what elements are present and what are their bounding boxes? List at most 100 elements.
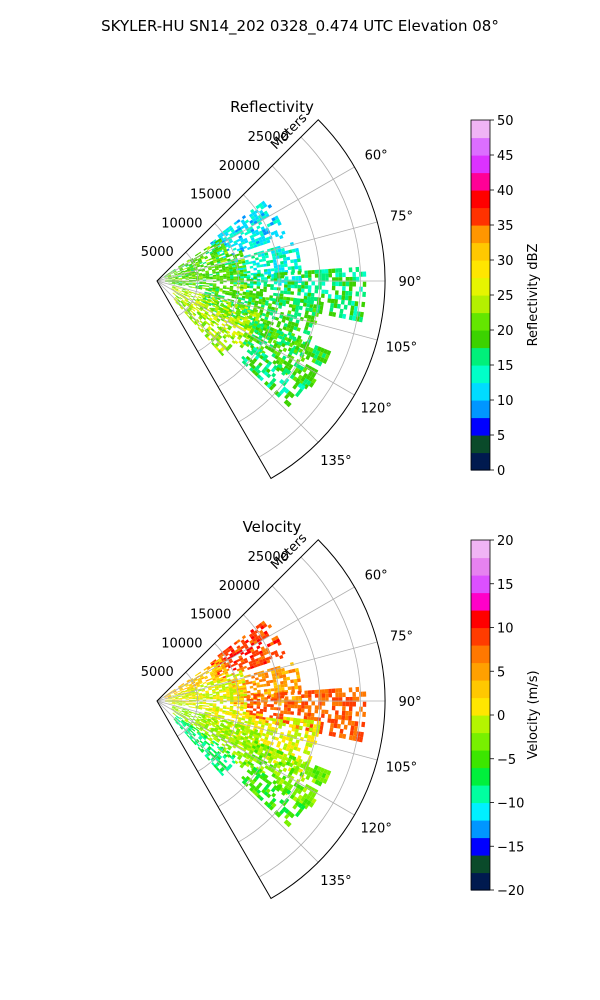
reflectivity-echo-cell-4 xyxy=(202,273,206,276)
reflectivity-echo-cell-8 xyxy=(283,399,290,405)
reflectivity-echo-cell-6 xyxy=(217,310,221,314)
velocity-echo-cell-4 xyxy=(212,704,217,707)
reflectivity-echo-cell-6 xyxy=(245,321,250,326)
reflectivity-echo-cell-2 xyxy=(271,253,276,257)
velocity-echo-cell-3 xyxy=(303,715,308,720)
reflectivity-echo-cell-3 xyxy=(300,288,305,293)
reflectivity-echo-cell-8 xyxy=(256,374,262,379)
reflectivity-echo-cell-1 xyxy=(193,258,198,261)
reflectivity-echo-cell-4 xyxy=(243,269,247,272)
reflectivity-echo-cell-4 xyxy=(181,275,186,277)
velocity-echo-cell-4 xyxy=(190,689,195,692)
reflectivity-echo-cell-8 xyxy=(248,362,254,368)
reflectivity-echo-cell-4 xyxy=(178,281,183,283)
velocity-echo-cell-3 xyxy=(273,707,278,711)
velocity-echo-cell-6 xyxy=(214,719,219,722)
velocity-echo-cell-9 xyxy=(220,762,225,767)
reflectivity-echo-cell-7 xyxy=(273,342,279,348)
reflectivity-echo-cell-9 xyxy=(197,326,202,331)
velocity-echo-cell-6 xyxy=(202,729,206,733)
velocity-echo-cell-5 xyxy=(283,716,287,721)
velocity-echo-cell-3 xyxy=(351,720,355,726)
velocity-echo-cell-7 xyxy=(253,749,259,754)
velocity-echo-cell-5 xyxy=(228,713,233,716)
velocity-echo-cell-7 xyxy=(252,758,258,763)
velocity-echo-cell-3 xyxy=(259,711,264,715)
velocity-echo-cell-8 xyxy=(271,797,277,803)
velocity-echo-cell-3 xyxy=(263,709,267,713)
velocity-echo-cell-5 xyxy=(304,745,309,751)
reflectivity-echo-cell-6 xyxy=(239,344,244,349)
reflectivity-echo-cell-7 xyxy=(242,341,247,346)
reflectivity-echo-cell-1 xyxy=(219,247,223,251)
velocity-echo-cell-1 xyxy=(202,681,207,685)
reflectivity-echo-cell-4 xyxy=(180,271,185,273)
velocity-echo-cell-5 xyxy=(241,715,246,719)
velocity-echo-cell-0 xyxy=(231,663,236,668)
reflectivity-echo-cell-4 xyxy=(207,267,212,270)
reflectivity-echo-cell-4 xyxy=(188,276,193,278)
reflectivity-echo-cell-5 xyxy=(294,308,299,313)
velocity-echo-cell-6 xyxy=(172,706,176,708)
velocity-echo-cell-2 xyxy=(264,691,268,695)
reflectivity-colorbar-segment xyxy=(471,461,490,471)
velocity-echo-cell-2 xyxy=(287,686,292,691)
velocity-echo-cell-3 xyxy=(348,706,353,712)
velocity-echo-cell-4 xyxy=(188,692,192,694)
reflectivity-echo-cell-8 xyxy=(261,368,266,374)
velocity-echo-cell-6 xyxy=(246,747,251,752)
velocity-echo-cell-1 xyxy=(196,684,201,687)
reflectivity-echo-cell-2 xyxy=(272,259,277,263)
velocity-echo-cell-4 xyxy=(175,697,179,699)
velocity-echo-cell-9 xyxy=(196,738,200,743)
reflectivity-echo-cell-2 xyxy=(243,271,248,274)
reflectivity-echo-cell-6 xyxy=(193,303,198,307)
reflectivity-echo-cell-4 xyxy=(212,283,217,285)
reflectivity-echo-cell-3 xyxy=(246,274,250,277)
velocity-echo-cell-2 xyxy=(263,689,268,693)
reflectivity-colorbar-label: Reflectivity dBZ xyxy=(526,244,541,347)
reflectivity-echo-cell-5 xyxy=(274,316,280,321)
reflectivity-echo-cell-3 xyxy=(263,289,267,293)
velocity-echo-cell-7 xyxy=(255,746,260,751)
velocity-echo-cell-4 xyxy=(191,693,196,695)
reflectivity-echo-cell-7 xyxy=(253,323,258,327)
reflectivity-echo-cell-8 xyxy=(255,364,261,370)
velocity-echo-cell-4 xyxy=(191,692,196,694)
velocity-echo-cell-6 xyxy=(235,752,240,757)
velocity-azimuth-spoke xyxy=(156,586,355,702)
reflectivity-echo-cell-5 xyxy=(296,327,301,332)
reflectivity-echo-cell-0 xyxy=(257,221,263,226)
reflectivity-echo-cell-6 xyxy=(201,302,206,306)
velocity-echo-cell-6 xyxy=(210,728,215,732)
velocity-echo-cell-9 xyxy=(219,747,224,752)
reflectivity-echo-cell-4 xyxy=(182,277,186,279)
velocity-echo-cell-2 xyxy=(283,680,288,685)
velocity-echo-cell-6 xyxy=(184,719,188,722)
reflectivity-echo-cell-9 xyxy=(175,301,179,305)
velocity-echo-cell-8 xyxy=(289,812,295,819)
velocity-echo-cell-4 xyxy=(216,679,221,683)
velocity-echo-cell-4 xyxy=(178,697,183,699)
reflectivity-echo-cell-0 xyxy=(258,209,264,215)
velocity-echo-cell-2 xyxy=(257,689,261,693)
velocity-echo-cell-7 xyxy=(249,750,254,754)
velocity-echo-cell-5 xyxy=(220,715,225,718)
reflectivity-echo-cell-6 xyxy=(232,330,237,335)
reflectivity-echo-cell-8 xyxy=(284,388,290,394)
reflectivity-colorbar-segment xyxy=(471,137,490,147)
reflectivity-echo-cell-7 xyxy=(259,332,265,337)
reflectivity-echo-cell-9 xyxy=(184,301,188,305)
reflectivity-echo-cell-0 xyxy=(209,241,214,245)
reflectivity-echo-cell-5 xyxy=(251,299,256,303)
velocity-echo-cell-2 xyxy=(271,673,276,677)
reflectivity-echo-cell-5 xyxy=(248,294,253,298)
reflectivity-echo-cell-9 xyxy=(183,302,187,306)
reflectivity-echo-cell-5 xyxy=(303,314,309,319)
reflectivity-echo-cell-6 xyxy=(220,302,225,306)
velocity-echo-cell-6 xyxy=(230,741,235,746)
reflectivity-echo-cell-6 xyxy=(181,290,185,293)
velocity-echo-cell-2 xyxy=(249,685,254,689)
velocity-echo-cell-3 xyxy=(294,701,298,705)
reflectivity-echo-cell-4 xyxy=(205,287,210,290)
